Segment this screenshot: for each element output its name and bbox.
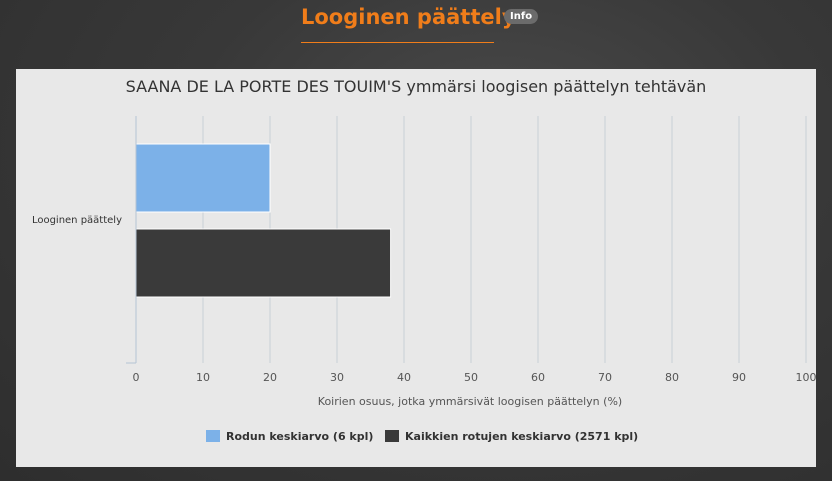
- chart-card: SAANA DE LA PORTE DES TOUIM'S ymmärsi lo…: [16, 69, 817, 467]
- x-tick-label: 40: [397, 371, 411, 384]
- legend-item-breed-average-swatch: [206, 430, 220, 442]
- x-tick-label: 70: [598, 371, 612, 384]
- x-tick-label: 30: [330, 371, 344, 384]
- page-title: Looginen päättely: [301, 5, 516, 29]
- x-tick-label: 50: [464, 371, 478, 384]
- chart-title: SAANA DE LA PORTE DES TOUIM'S ymmärsi lo…: [126, 77, 707, 96]
- x-tick-label: 80: [665, 371, 679, 384]
- x-axis-label: Koirien osuus, jotka ymmärsivät loogisen…: [318, 395, 622, 408]
- x-tick-label: 90: [732, 371, 746, 384]
- legend-item-all-breeds-average-label: Kaikkien rotujen keskiarvo (2571 kpl): [405, 430, 638, 443]
- legend: Rodun keskiarvo (6 kpl) Kaikkien rotujen …: [206, 430, 638, 443]
- x-tick-label: 20: [263, 371, 277, 384]
- legend-item-all-breeds-average-swatch: [385, 430, 399, 442]
- x-tick-label: 100: [796, 371, 817, 384]
- page-header: Looginen päättely Info: [0, 0, 832, 60]
- bar-chart: SAANA DE LA PORTE DES TOUIM'S ymmärsi lo…: [32, 77, 817, 443]
- x-tick-label: 10: [196, 371, 210, 384]
- info-button[interactable]: Info: [504, 9, 539, 24]
- title-underline: [301, 42, 494, 43]
- bar-all-breeds-average: [135, 228, 392, 298]
- x-tick-label: 0: [133, 371, 140, 384]
- axes: 0 10 20 30 40 50 60 70 80 90 100: [126, 116, 817, 384]
- bar-breed-average: [135, 143, 271, 213]
- x-tick-label: 60: [531, 371, 545, 384]
- bars: [135, 143, 392, 298]
- category-label: Looginen päättely: [32, 215, 122, 226]
- legend-item-breed-average-label: Rodun keskiarvo (6 kpl): [226, 430, 373, 443]
